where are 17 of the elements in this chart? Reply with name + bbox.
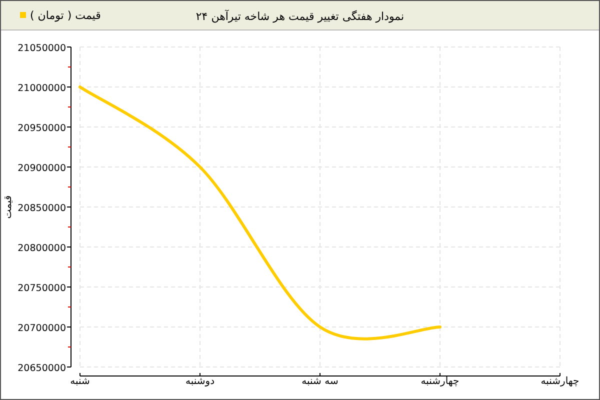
y-tick-label: 20650000 xyxy=(18,363,66,374)
x-tick-label: سه شنبه xyxy=(302,376,338,387)
y-tick-label: 21050000 xyxy=(18,43,66,54)
y-tick-label: 20850000 xyxy=(18,203,66,214)
chart-title: نمودار هفتگی تغییر قیمت هر شاخه تیرآهن ۲۴ xyxy=(196,9,404,23)
y-tick-label: 20700000 xyxy=(18,323,66,334)
x-tick-label: دوشنبه xyxy=(185,376,215,387)
x-tick-label: چهارشنبه xyxy=(420,376,460,387)
legend: قیمت ( تومان ) xyxy=(20,9,101,22)
y-axis-title: قیمت xyxy=(3,195,14,219)
y-tick-label: 21000000 xyxy=(18,83,66,94)
y-tick-label: 20800000 xyxy=(18,243,66,254)
y-tick-label: 20900000 xyxy=(18,163,66,174)
x-tick-label: چهارشنبه xyxy=(540,376,580,387)
x-tick-label: شنبه xyxy=(70,376,90,387)
y-tick-label: 20950000 xyxy=(18,123,66,134)
y-tick-label: 20750000 xyxy=(18,283,66,294)
